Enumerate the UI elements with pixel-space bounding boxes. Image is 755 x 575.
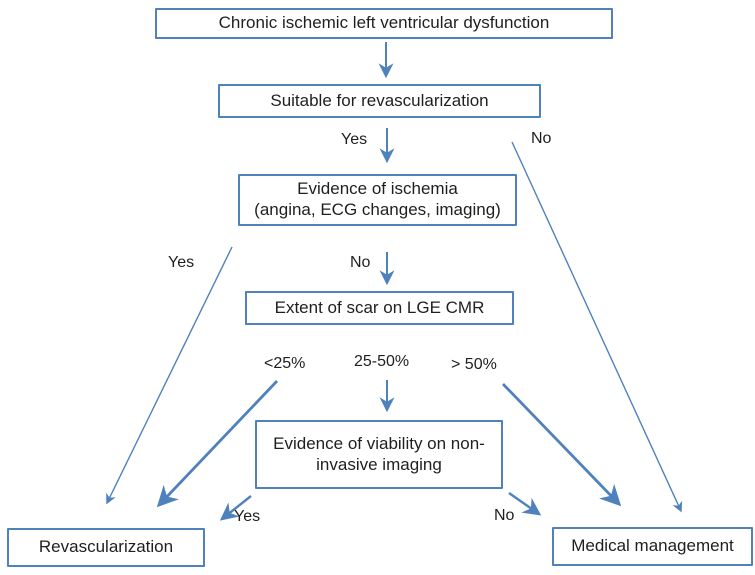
node-label: Extent of scar on LGE CMR [274, 297, 485, 317]
edge-label-yes-viability: Yes [234, 508, 261, 525]
arrow-scar-to-revascularization [156, 380, 279, 508]
node-evidence-of-ischemia: Evidence of ischemia (angina, ECG change… [238, 174, 517, 226]
node-suitable-for-revascularization: Suitable for revascularization [218, 84, 541, 118]
edge-label-scar-lt25: <25% [264, 355, 306, 372]
arrow-viability-to-revascularization [219, 495, 252, 521]
arrow-viability-to-medical [508, 492, 542, 516]
node-evidence-of-viability: Evidence of viability on non- invasive i… [255, 420, 503, 489]
edge-label-no-ischemia: No [350, 254, 371, 271]
node-label: Chronic ischemic left ventricular dysfun… [218, 13, 550, 33]
node-extent-of-scar: Extent of scar on LGE CMR [245, 291, 514, 325]
node-label-line1: Evidence of viability on non- [273, 433, 485, 453]
edge-label-no-viability: No [494, 507, 515, 524]
node-label-line2: (angina, ECG changes, imaging) [254, 200, 501, 219]
node-medical-management: Medical management [552, 527, 753, 566]
node-label: Suitable for revascularization [270, 90, 489, 110]
edge-label-yes-suitable: Yes [341, 131, 368, 148]
node-label: Revascularization [38, 537, 174, 557]
edge-label-scar-gt50: > 50% [451, 356, 497, 373]
edge-label-yes-ischemia: Yes [168, 254, 195, 271]
arrow-suitable-to-medical [511, 141, 683, 513]
node-chronic-ischemic-dysfunction: Chronic ischemic left ventricular dysfun… [155, 8, 613, 39]
edge-label-scar-25-50: 25-50% [354, 353, 410, 370]
node-label-line2: invasive imaging [316, 454, 442, 474]
node-label: Medical management [571, 536, 734, 556]
arrow-scar-to-medical [501, 383, 622, 507]
node-label-line1: Evidence of ischemia [297, 179, 458, 199]
node-revascularization: Revascularization [7, 528, 205, 567]
arrow-ischemia-to-revascularization [106, 246, 233, 505]
edge-label-no-suitable: No [531, 130, 552, 147]
